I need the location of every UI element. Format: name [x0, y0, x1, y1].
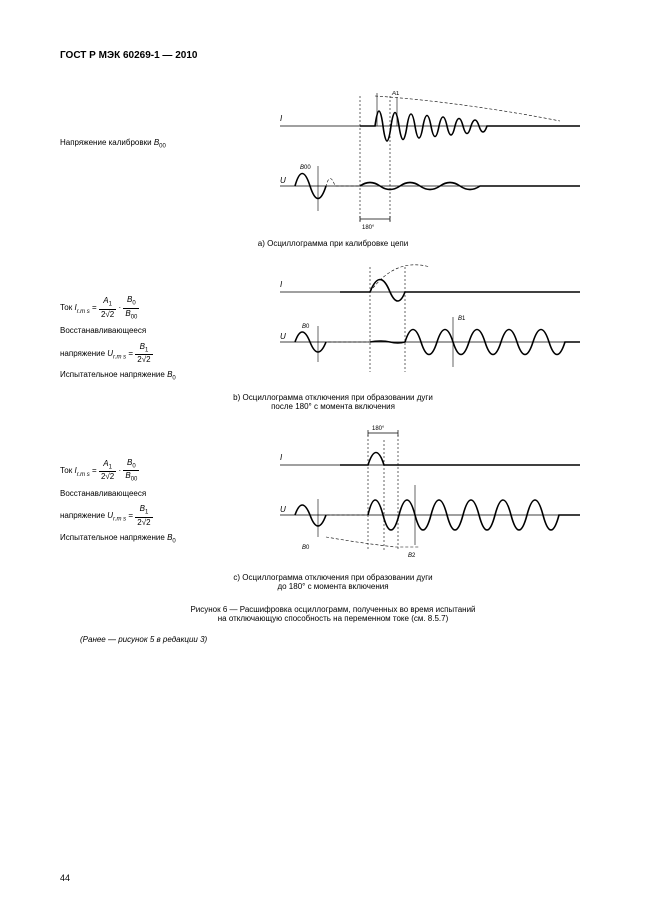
caption-c: c) Осциллограмма отключения при образова… — [60, 573, 606, 591]
standard-header: ГОСТ Р МЭК 60269-1 — 2010 — [60, 50, 606, 61]
svg-text:A1: A1 — [391, 91, 400, 97]
test-voltage-b: Испытательное напряжение B0 — [60, 368, 280, 384]
formula-b-current: Ток Ir.m s = A12√2 · B0B00 — [60, 296, 280, 320]
test-voltage-c: Испытательное напряжение B0 — [60, 531, 280, 547]
section-a-left: Напряжение калибровки B00 — [60, 91, 280, 231]
caption-a: a) Осциллограмма при калибровке цепи — [60, 239, 606, 248]
calibration-voltage-label: Напряжение калибровки B00 — [60, 138, 166, 147]
caption-b: b) Осциллограмма отключения при образова… — [60, 393, 606, 411]
svg-text:B00: B00 — [300, 165, 311, 171]
formula-c-voltage: напряжение Ur.m s = B12√2 — [60, 505, 280, 527]
svg-text:B1: B1 — [458, 316, 466, 322]
section-c: Ток Ir.m s = A12√2 · B0B00 Восстанавлива… — [60, 425, 606, 565]
svg-text:180°: 180° — [362, 225, 375, 231]
svg-text:I: I — [280, 453, 283, 462]
previous-revision-note: (Ранее — рисунок 5 в редакции 3) — [80, 635, 606, 644]
recov-label-b: Восстанавливающееся — [60, 324, 280, 338]
svg-text:I: I — [280, 114, 283, 123]
document-page: ГОСТ Р МЭК 60269-1 — 2010 Напряжение кал… — [0, 0, 646, 913]
svg-text:U: U — [280, 332, 286, 341]
section-c-left: Ток Ir.m s = A12√2 · B0B00 Восстанавлива… — [60, 425, 280, 565]
figure-6-title: Рисунок 6 — Расшифровка осциллограмм, по… — [60, 605, 606, 623]
svg-text:I: I — [280, 280, 283, 289]
svg-text:U: U — [280, 176, 286, 185]
svg-text:U: U — [280, 505, 286, 514]
section-a: Напряжение калибровки B00 I A2 A1 U — [60, 91, 606, 231]
formula-b-voltage: напряжение Ur.m s = B12√2 — [60, 343, 280, 365]
svg-text:180°: 180° — [372, 426, 385, 432]
section-b-left: Ток Ir.m s = A12√2 · B0B00 Восстанавлива… — [60, 262, 280, 385]
section-b: Ток Ir.m s = A12√2 · B0B00 Восстанавлива… — [60, 262, 606, 385]
section-c-diagram: 180° I U B0 B2 — [280, 425, 606, 565]
svg-text:B0: B0 — [302, 324, 310, 330]
section-b-diagram: I U B0 B1 — [280, 262, 606, 385]
svg-text:B2: B2 — [408, 553, 416, 559]
section-a-diagram: I A2 A1 U B00 — [280, 91, 606, 231]
svg-text:A2: A2 — [371, 91, 380, 93]
recov-label-c: Восстанавливающееся — [60, 487, 280, 501]
svg-text:B0: B0 — [302, 545, 310, 551]
page-number: 44 — [60, 873, 70, 883]
formula-c-current: Ток Ir.m s = A12√2 · B0B00 — [60, 459, 280, 483]
